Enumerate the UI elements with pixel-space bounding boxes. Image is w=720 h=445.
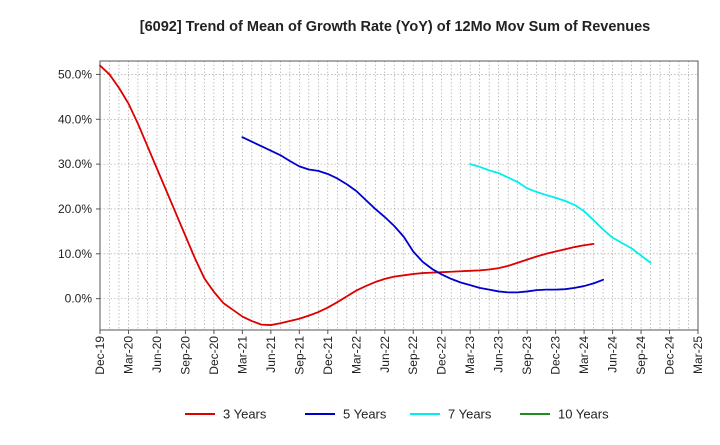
y-tick-label: 0.0% — [65, 292, 93, 306]
legend-label-7-years: 7 Years — [448, 407, 492, 422]
x-tick-label: Mar-23 — [463, 336, 477, 374]
x-tick-label: Mar-25 — [691, 336, 705, 374]
plot-area-frame — [99, 60, 699, 331]
y-axis: 0.0% 10.0% 20.0% 30.0% 40.0% 50.0% — [58, 67, 100, 306]
legend-label-10-years: 10 Years — [558, 407, 609, 422]
x-axis: Dec-19 Mar-20 Jun-20 Sep-20 Dec-20 Mar-21 Jun-… — [93, 330, 705, 375]
x-tick-label: Jun-23 — [492, 336, 506, 373]
x-tick-label: Dec-23 — [549, 336, 563, 375]
y-tick-label: 20.0% — [58, 202, 92, 216]
x-tick-label: Dec-22 — [435, 336, 449, 375]
x-tick-label: Mar-24 — [577, 336, 591, 374]
x-tick-label: Sep-21 — [292, 336, 306, 375]
y-tick-label: 50.0% — [58, 67, 92, 81]
x-tick-label: Sep-23 — [520, 336, 534, 375]
x-tick-label: Jun-20 — [150, 336, 164, 373]
x-tick-label: Dec-20 — [207, 336, 221, 375]
y-tick-label: 30.0% — [58, 157, 92, 171]
legend: 3 Years 5 Years 7 Years 10 Years — [185, 407, 609, 422]
series-line-7-years — [469, 163, 652, 264]
x-tick-label: Sep-22 — [406, 336, 420, 375]
series-lines — [99, 64, 652, 326]
x-tick-label: Jun-22 — [378, 336, 392, 373]
x-tick-label: Jun-21 — [264, 336, 278, 373]
x-tick-label: Jun-24 — [606, 336, 620, 373]
x-tick-label: Mar-20 — [121, 336, 135, 374]
y-tick-label: 40.0% — [58, 112, 92, 126]
series-line-3-years — [99, 64, 595, 326]
series-line-5-years — [241, 136, 604, 294]
x-tick-label: Sep-24 — [634, 336, 648, 375]
x-tick-label: Mar-21 — [235, 336, 249, 374]
x-tick-label: Dec-19 — [93, 336, 107, 375]
x-tick-label: Dec-24 — [663, 336, 677, 375]
legend-label-5-years: 5 Years — [343, 407, 387, 422]
x-tick-label: Sep-20 — [178, 336, 192, 375]
y-tick-label: 10.0% — [58, 247, 92, 261]
x-tick-label: Mar-22 — [349, 336, 363, 374]
grid-lines — [100, 61, 698, 330]
chart-title: [6092] Trend of Mean of Growth Rate (YoY… — [140, 19, 651, 35]
x-tick-label: Dec-21 — [321, 336, 335, 375]
legend-label-3-years: 3 Years — [223, 407, 267, 422]
